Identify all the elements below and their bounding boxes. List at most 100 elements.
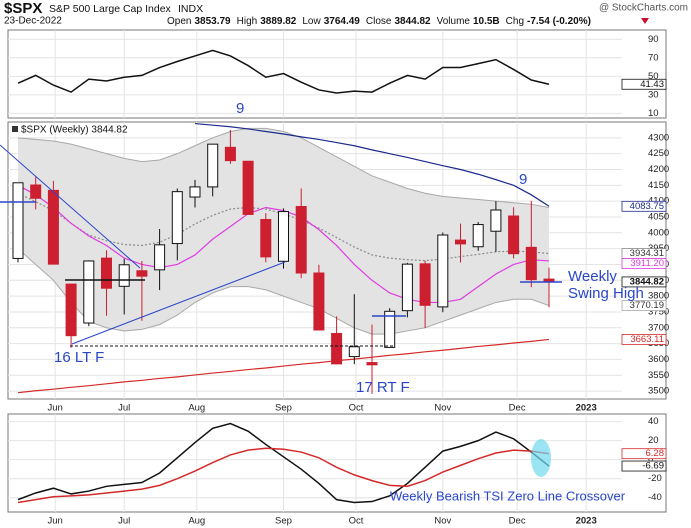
x-tick-label: Oct (349, 403, 364, 414)
candle-body (12, 182, 24, 259)
annotation: 16 LT F (54, 349, 104, 366)
quote-label: Volume (437, 16, 471, 27)
plot-area (12, 122, 555, 394)
value-tag (621, 78, 667, 90)
date: 23-Dec-2022 (4, 16, 62, 27)
x-tick-label: Sep (275, 516, 292, 527)
candle-body (490, 209, 502, 232)
annotation: 9 (519, 171, 527, 188)
value-tag-label: 3911.20 (630, 258, 664, 269)
y-tick-label: 3800 (648, 291, 669, 302)
x-tick-label: 2023 (576, 516, 597, 527)
candle-body (525, 246, 537, 281)
y-tick-label: 3600 (648, 354, 669, 365)
annotation: 17 RT F (356, 379, 410, 396)
candle-body (118, 264, 130, 287)
value-tag (621, 448, 667, 460)
value-tag (621, 200, 667, 212)
candle-body (472, 224, 484, 248)
y-tick-label: 4300 (648, 132, 669, 143)
candle-body (154, 244, 166, 271)
y-tick-label: 0 (648, 454, 653, 465)
y-tick-label: 4000 (648, 227, 669, 238)
y-tick-label: 3750 (648, 306, 669, 317)
candle-body (508, 215, 520, 255)
candle-body (366, 362, 378, 366)
quote-value: -7.54 (-0.20%) (527, 16, 591, 27)
watermark: @ StockCharts.com (599, 3, 688, 14)
value-tag (621, 460, 667, 472)
x-tick-label: Jun (48, 516, 63, 527)
panel: 90 70 50 30 10 41.43 (7, 29, 667, 119)
candle-body (207, 143, 219, 188)
band-lower (17, 248, 550, 335)
quote-label: Open (167, 16, 191, 27)
y-tick-label: 3550 (648, 370, 669, 381)
drawn-annotation (71, 261, 286, 345)
candle-body (224, 146, 236, 162)
y-tick-label: -20 (648, 473, 662, 484)
quote-value: 3844.82 (394, 16, 431, 27)
candle-body (136, 270, 148, 277)
series-line (17, 49, 550, 94)
x-tick-label: Sep (275, 403, 292, 414)
candle-body (313, 272, 325, 331)
candle-body (384, 310, 396, 348)
candle-body (101, 257, 112, 289)
candle-body (242, 160, 254, 215)
y-tick-label: -40 (648, 492, 662, 503)
quote-label: High (237, 16, 258, 27)
quote-value: 3764.49 (324, 16, 361, 27)
panel-frame (7, 413, 667, 513)
plot-area (17, 49, 550, 94)
value-tag (621, 258, 667, 269)
value-tag-label: 4083.75 (630, 201, 664, 212)
drawn-annotation (0, 144, 141, 269)
value-tag-label: 3770.19 (630, 300, 664, 311)
quote: Open 3853.79 High 3889.82 Low 3764.49 Close 384… (167, 16, 591, 27)
y-tick-label: 40 (648, 416, 659, 427)
candle-body (455, 239, 466, 245)
x-tick-label: Aug (188, 403, 205, 414)
exchange: INDX (178, 3, 203, 15)
y-tick-label: 4250 (648, 148, 669, 159)
quote-value: 10.5B (473, 16, 500, 27)
value-tag (621, 300, 667, 311)
x-tick-label: Jun (48, 403, 63, 414)
y-tick-label: 20 (648, 435, 659, 446)
symbol: $SPX (4, 0, 42, 17)
value-tag-label: 41.43 (640, 79, 664, 90)
x-tick-label: Nov (434, 403, 451, 414)
candle-body (437, 234, 449, 308)
y-tick-label: 3500 (648, 386, 669, 397)
y-tick-label: 50 (648, 71, 659, 82)
y-tick-label: 70 (648, 52, 659, 63)
value-tag (621, 334, 667, 345)
series-line (17, 422, 550, 504)
y-tick-label: 4050 (648, 211, 669, 222)
candle-body (278, 211, 289, 262)
candle-body (47, 189, 59, 265)
candle-body (348, 346, 360, 358)
candle-body (419, 263, 431, 306)
quote-value: 3889.82 (260, 16, 297, 27)
value-tag-label: 3844.82 (630, 276, 664, 287)
candle-body (189, 186, 201, 198)
x-tick-label: Aug (188, 516, 205, 527)
y-tick-label: 30 (648, 89, 659, 100)
panel: 3500355036003650370037503800385039003950… (7, 121, 669, 400)
x-tick-label: 2023 (576, 403, 597, 414)
quote-value: 3853.79 (194, 16, 231, 27)
candle-body (260, 219, 272, 258)
x-tick-label: Dec (509, 403, 526, 414)
y-tick-label: 3700 (648, 322, 669, 333)
candle-body (65, 283, 77, 337)
quote-label: Low (302, 16, 321, 27)
series-line (194, 122, 550, 207)
quote-label: Chg (506, 16, 524, 27)
value-tag-label: -6.69 (642, 461, 664, 472)
y-tick-label: 10 (648, 108, 659, 119)
x-tick-label: Jul (118, 516, 130, 527)
series-line (17, 447, 550, 504)
